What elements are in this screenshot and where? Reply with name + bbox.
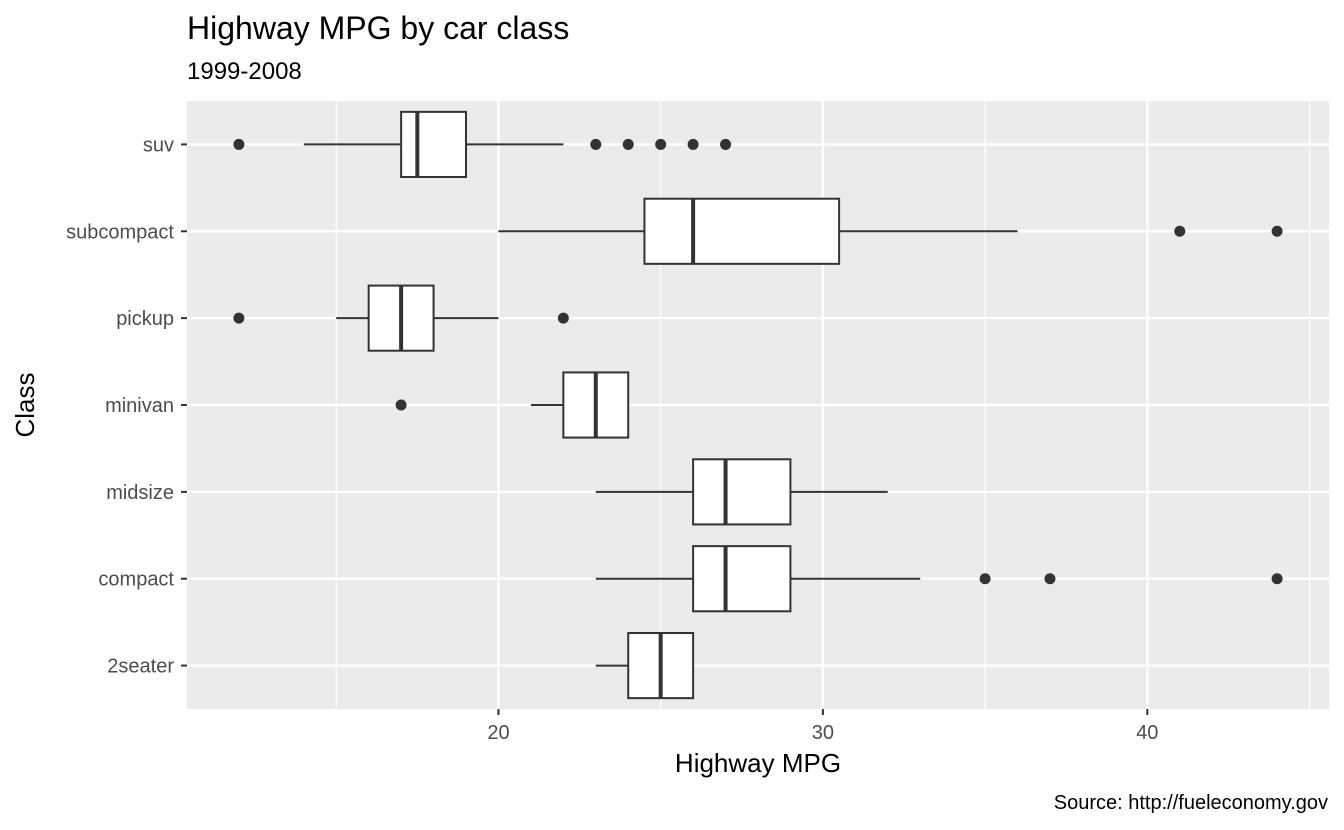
iqr-box bbox=[643, 197, 841, 265]
outlier-point bbox=[655, 138, 667, 150]
y-tick-label: compact bbox=[98, 569, 174, 591]
x-tick-label: 40 bbox=[1136, 722, 1158, 744]
outlier-point bbox=[557, 312, 569, 324]
outlier-point bbox=[1174, 225, 1186, 237]
outlier-point bbox=[720, 138, 732, 150]
x-axis-title: Highway MPG bbox=[675, 748, 841, 778]
outlier-point bbox=[590, 138, 602, 150]
box-layer bbox=[233, 110, 1283, 700]
chart-title: Highway MPG by car class bbox=[187, 10, 569, 46]
axis-layer: 20 30 40 2seater compact midsize minivan pickup… bbox=[66, 134, 1158, 744]
iqr-box bbox=[400, 110, 468, 178]
y-tick-label: subcompact bbox=[66, 221, 174, 243]
x-tick-label: 20 bbox=[487, 722, 509, 744]
outlier-point bbox=[395, 399, 407, 411]
y-tick-label: 2seater bbox=[107, 656, 174, 678]
outlier-point bbox=[233, 312, 245, 324]
box-subcompact bbox=[498, 197, 1283, 265]
y-tick-label: pickup bbox=[116, 308, 174, 330]
y-tick-label: midsize bbox=[106, 482, 174, 504]
x-tick-label: 30 bbox=[812, 722, 834, 744]
box-compact bbox=[595, 545, 1283, 613]
outlier-point bbox=[1271, 573, 1283, 585]
box-2seater bbox=[595, 632, 695, 700]
box-midsize bbox=[595, 458, 888, 526]
iqr-box bbox=[692, 458, 792, 526]
y-axis-title: Class bbox=[10, 372, 40, 437]
outlier-point bbox=[622, 138, 634, 150]
outlier-point bbox=[1044, 573, 1056, 585]
iqr-box bbox=[692, 545, 792, 613]
chart-subtitle: 1999-2008 bbox=[187, 58, 302, 85]
box-pickup bbox=[233, 284, 569, 352]
y-tick-label: minivan bbox=[105, 395, 174, 417]
outlier-point bbox=[1271, 225, 1283, 237]
chart-caption: Source: http://fueleconomy.gov bbox=[1054, 792, 1328, 814]
outlier-point bbox=[979, 573, 991, 585]
box-suv bbox=[233, 110, 732, 178]
box-minivan bbox=[395, 371, 630, 439]
outlier-point bbox=[687, 138, 699, 150]
outlier-point bbox=[233, 138, 245, 150]
y-tick-label: suv bbox=[143, 134, 174, 156]
